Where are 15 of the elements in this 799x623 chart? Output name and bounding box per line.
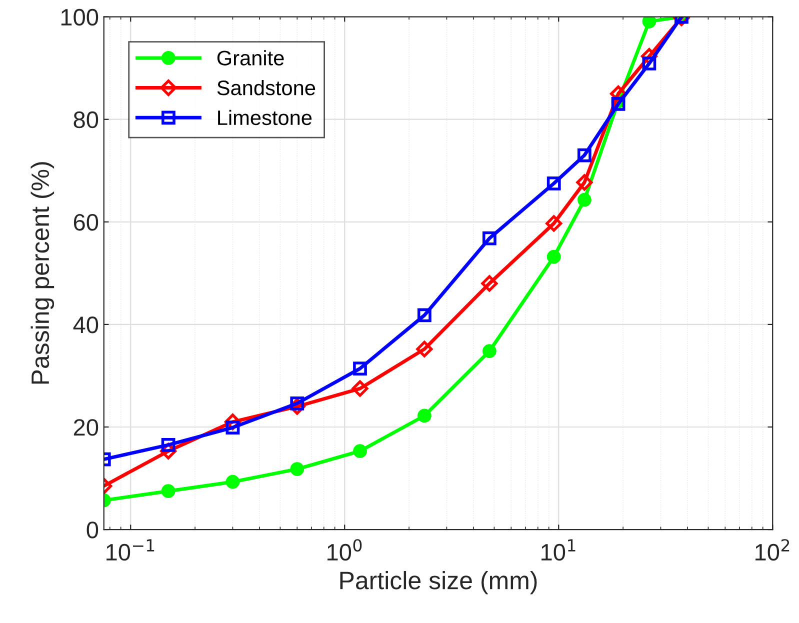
y-tick-label: 40	[73, 316, 98, 334]
y-axis-title: Passing percent (%)	[30, 162, 54, 384]
y-tick-label: 60	[74, 214, 98, 231]
y-tick-label: 80	[74, 111, 98, 128]
y-tick-label: 20	[74, 419, 98, 436]
legend-label: Sandstone	[217, 80, 316, 96]
x-tick-label: 10$^{2}$	[756, 539, 790, 561]
y-tick-label: 100	[61, 8, 98, 26]
y-tick-label: 0	[86, 522, 98, 538]
legend-label: Granite	[217, 50, 284, 66]
x-tick-label: 10$^{−1}$	[106, 539, 154, 561]
x-tick-label: 10$^{1}$	[542, 539, 576, 561]
legend-label: Limestone	[218, 110, 312, 126]
x-tick-label: 10$^{0}$	[328, 539, 362, 561]
x-axis-title: Particle size (mm)	[340, 571, 537, 594]
